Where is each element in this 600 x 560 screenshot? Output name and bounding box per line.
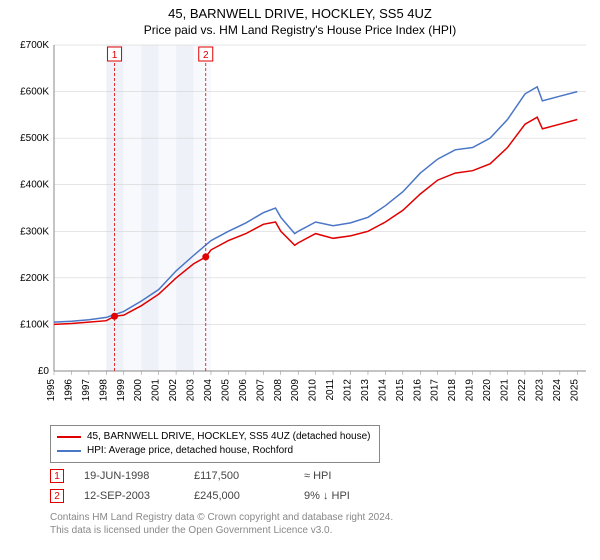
svg-text:£100K: £100K xyxy=(20,319,49,330)
svg-text:2019: 2019 xyxy=(465,379,476,402)
svg-text:1996: 1996 xyxy=(63,379,74,402)
footer-line: This data is licensed under the Open Gov… xyxy=(50,524,600,537)
transaction-price: £117,500 xyxy=(194,470,284,482)
svg-text:2018: 2018 xyxy=(447,379,458,402)
transaction-row: 1 19-JUN-1998 £117,500 ≈ HPI xyxy=(50,469,600,483)
svg-text:2001: 2001 xyxy=(151,379,162,402)
svg-text:£400K: £400K xyxy=(20,180,49,191)
svg-text:£0: £0 xyxy=(38,366,50,377)
svg-text:2025: 2025 xyxy=(569,379,580,402)
svg-text:2016: 2016 xyxy=(412,379,423,402)
svg-text:2009: 2009 xyxy=(290,379,301,402)
svg-text:2012: 2012 xyxy=(343,379,354,402)
svg-text:2023: 2023 xyxy=(534,379,545,402)
transaction-row: 2 12-SEP-2003 £245,000 9% ↓ HPI xyxy=(50,489,600,503)
transaction-date: 12-SEP-2003 xyxy=(84,490,174,502)
svg-text:2021: 2021 xyxy=(500,379,511,402)
svg-text:2020: 2020 xyxy=(482,379,493,402)
svg-text:2006: 2006 xyxy=(238,379,249,402)
svg-text:2010: 2010 xyxy=(308,379,319,402)
footer-line: Contains HM Land Registry data © Crown c… xyxy=(50,511,600,524)
svg-text:2008: 2008 xyxy=(273,379,284,402)
legend-row: HPI: Average price, detached house, Roch… xyxy=(57,444,373,458)
legend-swatch-property xyxy=(57,436,81,438)
svg-text:2004: 2004 xyxy=(203,379,214,402)
legend-swatch-hpi xyxy=(57,450,81,452)
transaction-marker-icon: 2 xyxy=(50,489,64,503)
svg-text:£300K: £300K xyxy=(20,226,49,237)
legend: 45, BARNWELL DRIVE, HOCKLEY, SS5 4UZ (de… xyxy=(50,425,380,463)
svg-text:2002: 2002 xyxy=(168,379,179,402)
svg-text:2014: 2014 xyxy=(377,379,388,402)
price-chart: £0 £100K £200K £300K £400K £500K £600K £700K 199… xyxy=(8,41,593,421)
transaction-date: 19-JUN-1998 xyxy=(84,470,174,482)
svg-text:2022: 2022 xyxy=(517,379,528,402)
svg-text:1997: 1997 xyxy=(81,379,92,402)
transaction-delta: 9% ↓ HPI xyxy=(304,490,394,502)
svg-text:£700K: £700K xyxy=(20,41,49,51)
svg-text:2007: 2007 xyxy=(255,379,266,402)
page-title: 45, BARNWELL DRIVE, HOCKLEY, SS5 4UZ xyxy=(0,0,600,21)
svg-text:2011: 2011 xyxy=(325,379,336,401)
transaction-delta: ≈ HPI xyxy=(304,470,394,482)
svg-text:£600K: £600K xyxy=(20,87,49,98)
svg-text:1999: 1999 xyxy=(116,379,127,402)
svg-text:£200K: £200K xyxy=(20,273,49,284)
svg-text:£500K: £500K xyxy=(20,133,49,144)
page-subtitle: Price paid vs. HM Land Registry's House … xyxy=(0,21,600,41)
svg-text:1: 1 xyxy=(112,50,118,61)
svg-text:2000: 2000 xyxy=(133,379,144,402)
svg-text:2017: 2017 xyxy=(430,379,441,402)
transaction-marker-icon: 1 xyxy=(50,469,64,483)
svg-text:2003: 2003 xyxy=(186,379,197,402)
svg-text:2015: 2015 xyxy=(395,379,406,402)
svg-text:2013: 2013 xyxy=(360,379,371,402)
chart-svg: £0 £100K £200K £300K £400K £500K £600K £700K 199… xyxy=(8,41,593,421)
svg-text:2: 2 xyxy=(203,50,209,61)
svg-text:1998: 1998 xyxy=(98,379,109,402)
svg-text:1995: 1995 xyxy=(46,379,57,402)
svg-text:2024: 2024 xyxy=(552,379,563,402)
legend-row: 45, BARNWELL DRIVE, HOCKLEY, SS5 4UZ (de… xyxy=(57,430,373,444)
footer: Contains HM Land Registry data © Crown c… xyxy=(50,511,600,537)
svg-text:2005: 2005 xyxy=(220,379,231,402)
legend-label-hpi: HPI: Average price, detached house, Roch… xyxy=(87,444,293,458)
transaction-price: £245,000 xyxy=(194,490,284,502)
legend-label-property: 45, BARNWELL DRIVE, HOCKLEY, SS5 4UZ (de… xyxy=(87,430,370,444)
